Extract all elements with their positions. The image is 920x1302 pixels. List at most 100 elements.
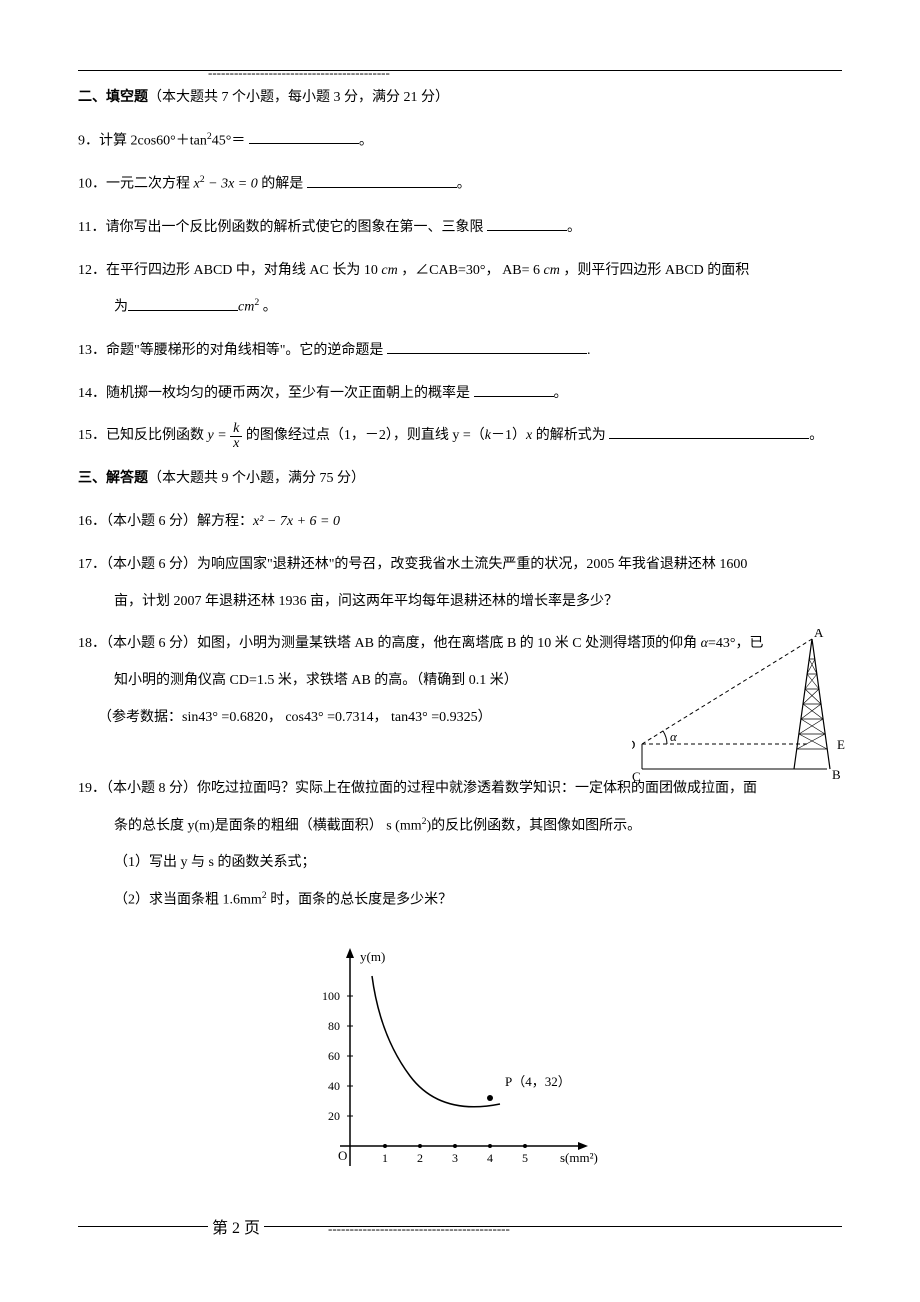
question-17: 17．（本小题 6 分）为响应国家"退耕还林"的号召，改变我省水土流失严重的状况…	[78, 550, 842, 618]
question-13: 13．命题"等腰梯形的对角线相等"。它的逆命题是 .	[78, 336, 842, 367]
x-arrow-icon	[578, 1142, 588, 1150]
q16-num: 16．	[78, 514, 106, 529]
q19-s1: （1）写出 y 与 s 的函数关系式；	[114, 855, 315, 870]
q10-num: 10．	[78, 177, 106, 192]
q16-prefix: （本小题 6 分）解方程：	[106, 514, 253, 529]
q12-cm1: cm	[381, 263, 397, 278]
q11-blank	[487, 214, 567, 231]
q16-eq: x² − 7x + 6 = 0	[253, 514, 340, 529]
q17-num: 17．	[78, 557, 106, 572]
section3-title: 三、解答题	[78, 471, 148, 486]
question-18: 18．（本小题 6 分）如图，小明为测量某铁塔 AB 的高度，他在离塔底 B 的…	[78, 629, 842, 733]
curve	[372, 976, 500, 1107]
q9-blank	[249, 128, 359, 145]
q10-end: 。	[457, 177, 471, 192]
q19-chart: 20 40 60 80 100 1 2 3 4 5 P（4，32） y(m) s…	[300, 936, 620, 1196]
svg-text:20: 20	[328, 1109, 340, 1123]
x-ticks: 1 2 3 4 5	[382, 1144, 528, 1165]
question-11: 11．请你写出一个反比例函数的解析式使它的图象在第一、三象限 。	[78, 213, 842, 244]
q9-num: 9．	[78, 133, 99, 148]
section3-heading: 三、解答题（本大题共 9 个小题，满分 75 分）	[78, 464, 842, 495]
section2-desc: （本大题共 7 个小题，每小题 3 分，满分 21 分）	[148, 90, 449, 105]
q12-unit: cm	[238, 300, 254, 315]
q19-l2a: 条的总长度 y(m)是面条的粗细（横截面积） s (mm	[114, 818, 422, 833]
q13-text: 命题"等腰梯形的对角线相等"。它的逆命题是	[106, 343, 383, 358]
svg-text:100: 100	[322, 989, 340, 1003]
question-15: 15．已知反比例函数 y = kx 的图像经过点（1，－2），则直线 y =（k…	[78, 421, 842, 452]
question-14: 14．随机掷一枚均匀的硬币两次，至少有一次正面朝上的概率是 。	[78, 379, 842, 410]
label-B: B	[832, 767, 841, 782]
q9-end: 。	[359, 133, 373, 148]
svg-text:40: 40	[328, 1079, 340, 1093]
q15-prefix: 已知反比例函数	[106, 428, 208, 443]
q17-l2: 亩，计划 2007 年退耕还林 1936 亩，问这两年平均每年退耕还林的增长率是…	[114, 594, 618, 609]
q14-text: 随机掷一枚均匀的硬币两次，至少有一次正面朝上的概率是	[106, 386, 470, 401]
section2-title: 二、填空题	[78, 90, 148, 105]
footer-dashes: ----------------------------------------…	[328, 1217, 510, 1240]
q13-blank	[387, 337, 587, 354]
q11-text: 请你写出一个反比例函数的解析式使它的图象在第一、三象限	[105, 220, 483, 235]
svg-text:4: 4	[487, 1151, 493, 1165]
q19-s2a: （2）求当面条粗 1.6mm	[114, 892, 262, 907]
label-alpha: α	[670, 729, 678, 744]
question-10: 10．一元二次方程 x2 − 3x = 0 的解是 。	[78, 169, 842, 200]
q17-l1: （本小题 6 分）为响应国家"退耕还林"的号召，改变我省水土流失严重的状况，20…	[106, 557, 747, 572]
svg-text:3: 3	[452, 1151, 458, 1165]
svg-text:80: 80	[328, 1019, 340, 1033]
q12-line2: 为cm2 。	[78, 292, 842, 323]
q15-yeq: y =	[208, 428, 231, 443]
q12-l1a: 在平行四边形 ABCD 中，对角线 AC 长为 10	[106, 263, 381, 278]
question-9: 9．计算 2cos60°＋tan245°＝ 。	[78, 126, 842, 157]
q19-sub1: （1）写出 y 与 s 的函数关系式；	[78, 848, 842, 879]
q12-l1b: ，∠CAB=30°， AB= 6	[398, 263, 544, 278]
q12-l2a: 为	[114, 300, 128, 315]
header-rule: ----------------------------------------…	[78, 70, 842, 71]
label-E: E	[837, 737, 845, 752]
svg-text:60: 60	[328, 1049, 340, 1063]
label-A: A	[814, 629, 824, 640]
svg-text:5: 5	[522, 1151, 528, 1165]
q12-num: 12．	[78, 263, 106, 278]
header-dashes: ----------------------------------------…	[208, 61, 390, 84]
q19-sub2: （2）求当面条粗 1.6mm2 时，面条的总长度是多少米？	[78, 885, 842, 916]
question-19: 19．（本小题 8 分）你吃过拉面吗？实际上在做拉面的过程中就渗透着数学知识：一…	[78, 774, 842, 1197]
tower-diagram: A B C D E α	[632, 629, 862, 789]
q19-l2b: )的反比例函数，其图像如图所示。	[427, 818, 642, 833]
q15-frac: kx	[230, 422, 242, 451]
q18-l1: （本小题 6 分）如图，小明为测量某铁塔 AB 的高度，他在离塔底 B 的 10…	[106, 636, 701, 651]
point-label: P（4，32）	[505, 1074, 571, 1089]
q11-num: 11．	[78, 220, 105, 235]
q18-num: 18．	[78, 636, 106, 651]
q9-prefix: 计算 2cos60°＋tan	[99, 133, 207, 148]
q17-line2: 亩，计划 2007 年退耕还林 1936 亩，问这两年平均每年退耕还林的增长率是…	[78, 587, 842, 618]
page-number: 第 2 页	[208, 1215, 264, 1244]
q15-end: 。	[809, 428, 823, 443]
q9-suffix: 45°＝	[212, 133, 246, 148]
svg-text:1: 1	[382, 1151, 388, 1165]
q19-s2b: 时，面条的总长度是多少米？	[267, 892, 453, 907]
q10-blank	[307, 171, 457, 188]
question-16: 16．（本小题 6 分）解方程：x² − 7x + 6 = 0	[78, 507, 842, 538]
q12-cm2: cm	[544, 263, 560, 278]
label-D: D	[632, 737, 635, 752]
q12-end: 。	[259, 300, 277, 315]
section2-heading: 二、填空题（本大题共 7 个小题，每小题 3 分，满分 21 分）	[78, 83, 842, 114]
origin-label: O	[338, 1148, 347, 1163]
q15-frac-den: x	[230, 437, 242, 451]
q10-prefix: 一元二次方程	[106, 177, 194, 192]
q10-suffix: 的解是	[258, 177, 304, 192]
point-P	[487, 1095, 493, 1101]
question-12: 12．在平行四边形 ABCD 中，对角线 AC 长为 10 cm ，∠CAB=3…	[78, 256, 842, 324]
section3-desc: （本大题共 9 个小题，满分 75 分）	[148, 471, 365, 486]
svg-text:2: 2	[417, 1151, 423, 1165]
x-label: s(mm²)	[560, 1150, 598, 1165]
y-label: y(m)	[360, 949, 385, 964]
q15-mid2: －1）	[491, 428, 526, 443]
footer: 第 2 页 ----------------------------------…	[78, 1226, 842, 1227]
q15-blank	[609, 423, 809, 440]
q14-num: 14．	[78, 386, 106, 401]
q12-l1c: ，则平行四边形 ABCD 的面积	[560, 263, 749, 278]
q13-end: .	[587, 343, 591, 358]
label-C: C	[632, 769, 641, 784]
q14-end: 。	[554, 386, 568, 401]
